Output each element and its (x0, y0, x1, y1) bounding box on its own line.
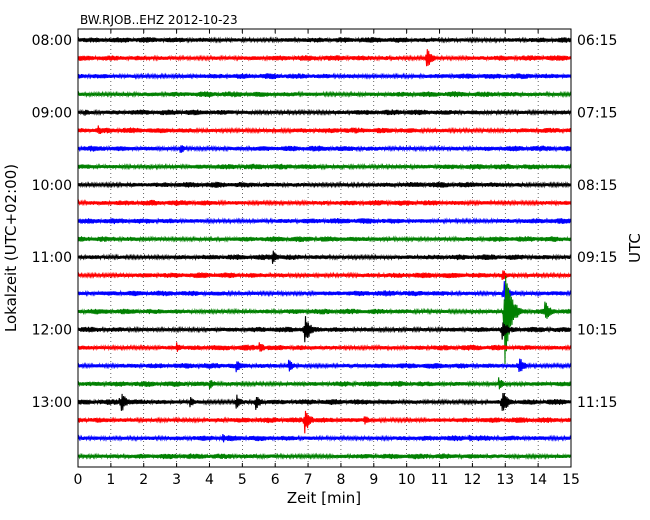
y-tick-label-right: 09:15 (577, 250, 617, 266)
y-tick-label-right: 08:15 (577, 178, 617, 194)
seismic-trace (77, 49, 572, 67)
seismic-trace (77, 36, 572, 44)
x-tick-label: 0 (74, 472, 83, 488)
seismic-trace (77, 235, 572, 243)
seismic-trace (77, 199, 572, 207)
plot-frame (77, 28, 572, 468)
x-axis: 0 1 2 3 4 5 6 7 8 9 10 11 12 13 14 15 (74, 29, 580, 488)
y-tick-label-left: 08:00 (32, 33, 72, 49)
seismic-trace (77, 217, 572, 225)
y-axis-right: 06:15 07:15 08:15 09:15 10:15 11:15 (567, 33, 617, 411)
y-tick-label-left: 11:00 (32, 250, 72, 266)
seismic-trace (77, 358, 572, 373)
y-tick-label-right: 11:15 (577, 395, 617, 411)
x-tick-label: 4 (205, 472, 214, 488)
seismic-trace (77, 452, 572, 461)
y-axis-right-label: UTC (626, 233, 644, 263)
seismic-trace (77, 90, 572, 98)
seismic-trace (77, 281, 572, 301)
x-tick-label: 12 (463, 472, 481, 488)
x-tick-label: 5 (238, 472, 247, 488)
y-tick-label-left: 13:00 (32, 395, 72, 411)
seismic-trace (77, 275, 572, 365)
chart-title: BW.RJOB..EHZ 2012-10-23 (80, 13, 238, 27)
seismic-trace (77, 181, 572, 189)
x-tick-label: 6 (271, 472, 280, 488)
y-axis-left: 08:00 09:00 10:00 11:00 12:00 13:00 (32, 33, 82, 411)
y-axis-left-label: Lokalzeit (UTC+02:00) (2, 164, 20, 332)
y-tick-label-left: 09:00 (32, 105, 72, 121)
seismic-trace (77, 125, 572, 135)
y-tick-label-right: 07:15 (577, 105, 617, 121)
y-tick-label-left: 12:00 (32, 323, 72, 339)
x-tick-label: 2 (139, 472, 148, 488)
seismic-traces (77, 36, 572, 461)
x-tick-label: 11 (431, 472, 449, 488)
seismic-trace (77, 377, 572, 390)
seismic-trace (77, 144, 572, 153)
seismic-trace (77, 316, 572, 343)
seismic-trace (77, 270, 572, 280)
seismic-trace (77, 108, 572, 117)
x-tick-label: 13 (496, 472, 514, 488)
seismic-trace (77, 250, 572, 264)
x-tick-label: 3 (172, 472, 181, 488)
x-tick-label: 9 (369, 472, 378, 488)
y-tick-label-left: 10:00 (32, 178, 72, 194)
x-tick-label: 10 (398, 472, 416, 488)
x-tick-label: 1 (106, 472, 115, 488)
x-axis-label: Zeit [min] (287, 489, 361, 507)
seismic-trace (77, 434, 572, 443)
seismic-trace (77, 72, 572, 80)
y-tick-label-right: 06:15 (577, 33, 617, 49)
seismic-trace (77, 410, 572, 434)
x-tick-label: 14 (529, 472, 547, 488)
x-tick-label: 8 (336, 472, 345, 488)
x-tick-label: 15 (562, 472, 580, 488)
seismic-trace (77, 162, 572, 171)
x-tick-label: 7 (304, 472, 313, 488)
y-tick-label-right: 10:15 (577, 323, 617, 339)
seismic-trace (77, 342, 572, 352)
seismic-trace (77, 392, 572, 411)
